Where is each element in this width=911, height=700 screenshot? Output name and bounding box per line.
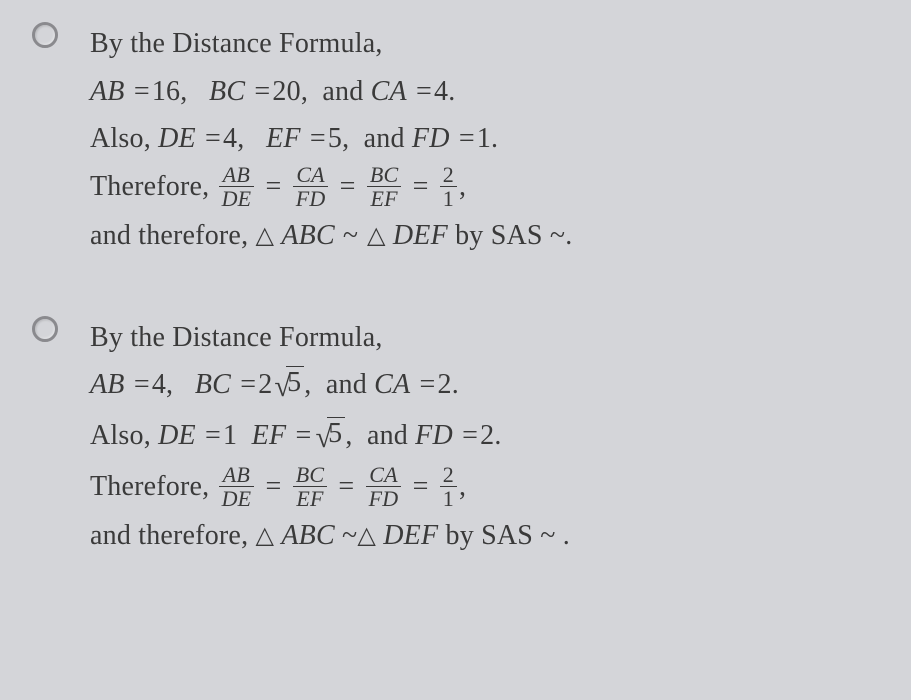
option1-line2: AB =16, BC =20, and CA =4. [90,68,871,116]
ab-value: 4 [152,369,166,400]
therefore-text: Therefore, [90,171,209,202]
fd-value: 2 [480,420,494,451]
bc-label: BC [209,76,245,107]
also-text: Also, [90,420,151,451]
bc-label: BC [195,369,231,400]
fraction-ab-de: ABDE [219,463,255,510]
fraction-2-1: 21 [440,463,457,510]
de-value: 1 [223,420,237,451]
radio-icon[interactable] [32,316,58,342]
triangle-abc: ABC [281,220,334,251]
conclusion-tail: by SAS ~. [448,220,573,251]
option2-line3: Also, DE =1 EF =√5, and FD =2. [90,412,871,463]
option1-line4: Therefore, ABDE = CAFD = BCEF = 21, [90,163,871,212]
triangle-def: DEF [393,220,448,251]
bc-value: 20 [272,76,300,107]
fd-label: FD [415,420,453,451]
ca-label: CA [374,369,410,400]
ab-value: 16 [152,76,180,107]
fraction-bc-ef: BCEF [367,163,402,210]
option2-line2: AB =4, BC =2√5, and CA =2. [90,361,871,412]
answer-option-1[interactable]: By the Distance Formula, AB =16, BC =20,… [90,20,871,260]
therefore-text: Therefore, [90,471,209,502]
also-text: Also, [90,123,151,154]
triangle-icon: △ [357,523,376,549]
ca-value: 4 [434,76,448,107]
ab-label: AB [90,76,125,107]
fraction-2-1: 21 [440,163,457,210]
de-value: 4 [223,123,237,154]
answer-option-2[interactable]: By the Distance Formula, AB =4, BC =2√5,… [90,314,871,560]
fraction-bc-ef: BCEF [293,463,328,510]
ab-label: AB [90,369,125,400]
option1-line1: By the Distance Formula, [90,20,871,68]
sqrt-icon: √5 [272,361,304,412]
bc-coef: 2 [258,369,272,400]
triangle-icon: △ [255,523,274,549]
ef-value: 5 [328,123,342,154]
option1-line3: Also, DE =4, EF =5, and FD =1. [90,115,871,163]
fd-value: 1 [477,123,491,154]
radio-icon[interactable] [32,22,58,48]
triangle-icon: △ [367,223,386,249]
option2-line1: By the Distance Formula, [90,314,871,362]
option2-line5: and therefore, △ ABC ~△ DEF by SAS ~ . [90,512,871,560]
triangle-icon: △ [255,223,274,249]
fd-label: FD [412,123,450,154]
de-label: DE [158,420,196,451]
option1-line5: and therefore, △ ABC ~ △ DEF by SAS ~. [90,212,871,260]
conclusion-lead: and therefore, [90,220,255,251]
ef-label: EF [266,123,301,154]
conclusion-tail: by SAS ~ . [438,520,570,551]
fraction-ca-fd: CAFD [366,463,402,510]
option2-line4: Therefore, ABDE = BCEF = CAFD = 21, [90,463,871,512]
de-label: DE [158,123,196,154]
ef-label: EF [252,420,287,451]
ca-label: CA [371,76,407,107]
triangle-def: DEF [383,520,438,551]
sqrt-icon: √5 [313,412,345,463]
conclusion-lead: and therefore, [90,520,255,551]
fraction-ab-de: ABDE [219,163,255,210]
triangle-abc: ABC [281,520,334,551]
fraction-ca-fd: CAFD [293,163,329,210]
ca-value: 2 [438,369,452,400]
